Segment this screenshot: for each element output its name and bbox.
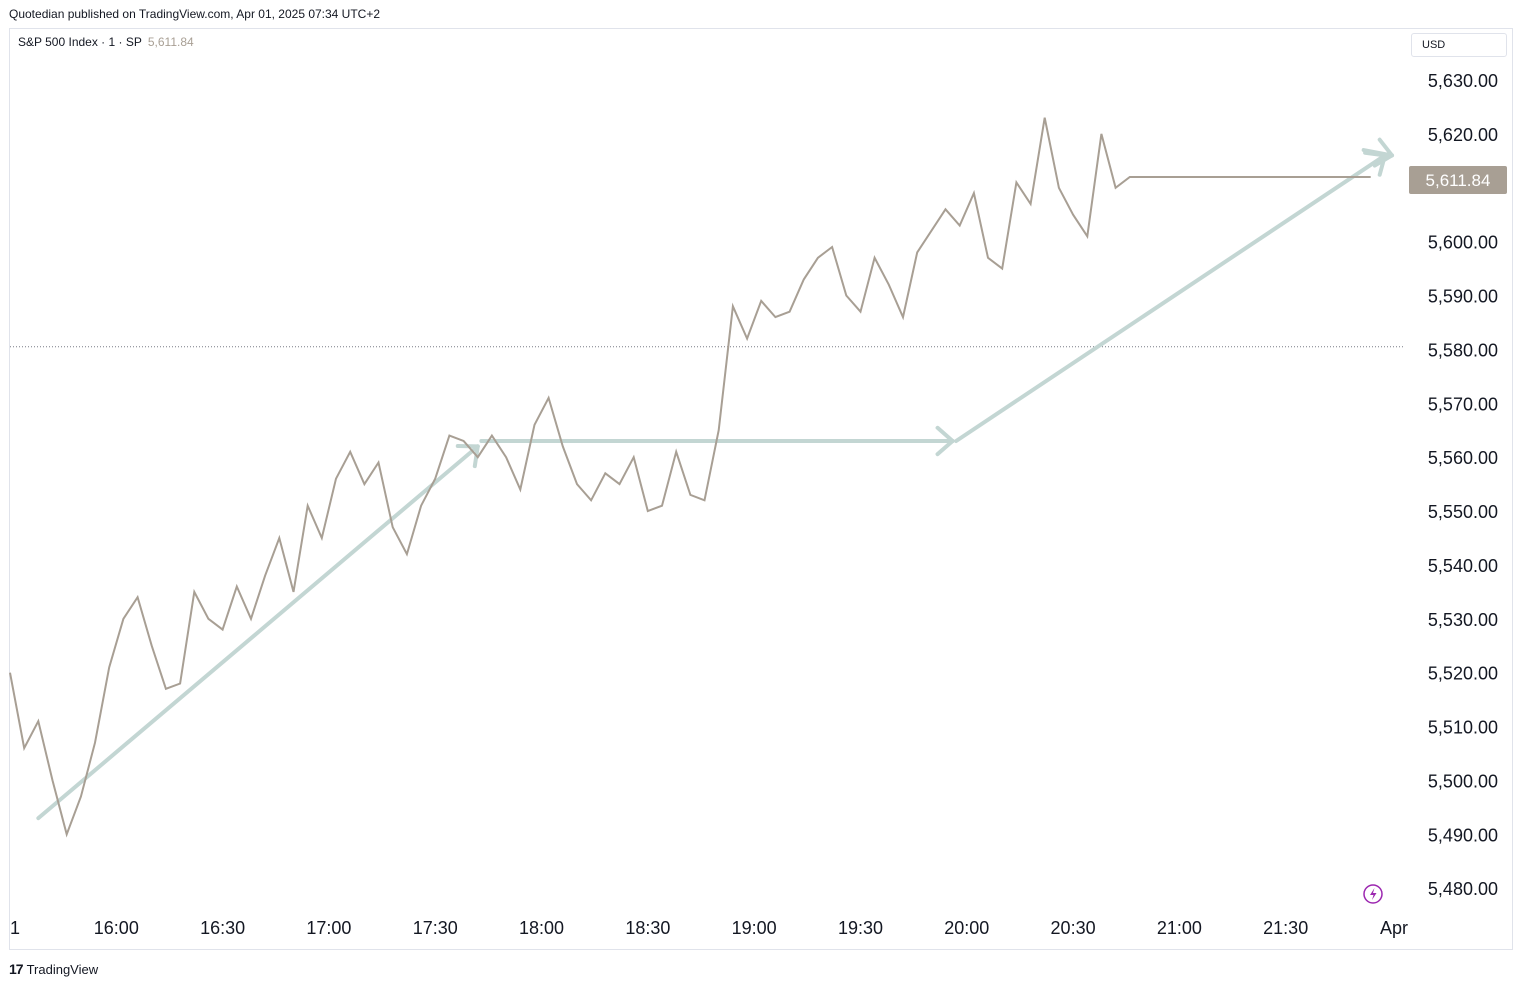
- chart-frame: [9, 28, 1513, 950]
- time-axis[interactable]: 1 16:00 16:30 17:00 17:30 18:00 18:30 19:00 19:3…: [10, 918, 1408, 938]
- last-price-label: 5,611.84: [1426, 171, 1491, 190]
- price-axis[interactable]: 5,630.00 5,620.00 5,600.00 5,590.00 5,580.00…: [1428, 71, 1498, 899]
- price-line[interactable]: [9, 117, 1371, 838]
- lightning-alert-icon[interactable]: [1363, 884, 1383, 904]
- tradingview-label: TradingView: [26, 961, 99, 977]
- x-tick-label: 19:30: [838, 918, 883, 938]
- y-tick-label: 5,530.00: [1428, 610, 1498, 630]
- x-tick-label: 20:30: [1051, 918, 1096, 938]
- x-tick-label: 17:00: [306, 918, 351, 938]
- y-tick-label: 5,560.00: [1428, 448, 1498, 468]
- x-tick-label: 1: [10, 918, 20, 938]
- y-tick-label: 5,580.00: [1428, 340, 1498, 360]
- y-tick-label: 5,590.00: [1428, 287, 1498, 307]
- publish-line: Quotedian published on TradingView.com, …: [9, 7, 381, 21]
- x-tick-label: 18:30: [625, 918, 670, 938]
- tradingview-logo: 17: [9, 961, 24, 977]
- legend-last-price: 5,611.84: [147, 35, 194, 49]
- y-tick-label: 5,490.00: [1428, 825, 1498, 845]
- last-price-badge: [1409, 166, 1507, 194]
- trend-arrow[interactable]: [1361, 137, 1394, 168]
- symbol-legend[interactable]: S&P 500 Index · 1 · SP 5,611.84: [18, 35, 194, 49]
- y-tick-label: 5,630.00: [1428, 71, 1498, 91]
- currency-selector[interactable]: USD: [1411, 33, 1507, 57]
- y-tick-label: 5,510.00: [1428, 718, 1498, 738]
- x-tick-label: 21:00: [1157, 918, 1202, 938]
- y-tick-label: 5,520.00: [1428, 664, 1498, 684]
- x-tick-label: 19:00: [732, 918, 777, 938]
- trend-arrow[interactable]: [36, 444, 480, 821]
- trend-arrows[interactable]: [36, 137, 1394, 821]
- trend-arrow[interactable]: [954, 150, 1387, 443]
- x-tick-label: 18:00: [519, 918, 564, 938]
- tradingview-brand[interactable]: 17 TradingView: [9, 961, 98, 977]
- y-tick-label: 5,600.00: [1428, 233, 1498, 253]
- y-tick-label: 5,540.00: [1428, 556, 1498, 576]
- y-tick-label: 5,550.00: [1428, 502, 1498, 522]
- y-tick-label: 5,620.00: [1428, 125, 1498, 145]
- symbol-info: S&P 500 Index · 1 · SP: [18, 35, 142, 49]
- y-tick-label: 5,480.00: [1428, 879, 1498, 899]
- x-tick-label: Apr: [1380, 918, 1408, 938]
- x-tick-label: 16:00: [94, 918, 139, 938]
- y-tick-label: 5,570.00: [1428, 394, 1498, 414]
- x-tick-label: 17:30: [413, 918, 458, 938]
- x-tick-label: 21:30: [1263, 918, 1308, 938]
- x-tick-label: 20:00: [944, 918, 989, 938]
- x-tick-label: 16:30: [200, 918, 245, 938]
- y-tick-label: 5,500.00: [1428, 771, 1498, 791]
